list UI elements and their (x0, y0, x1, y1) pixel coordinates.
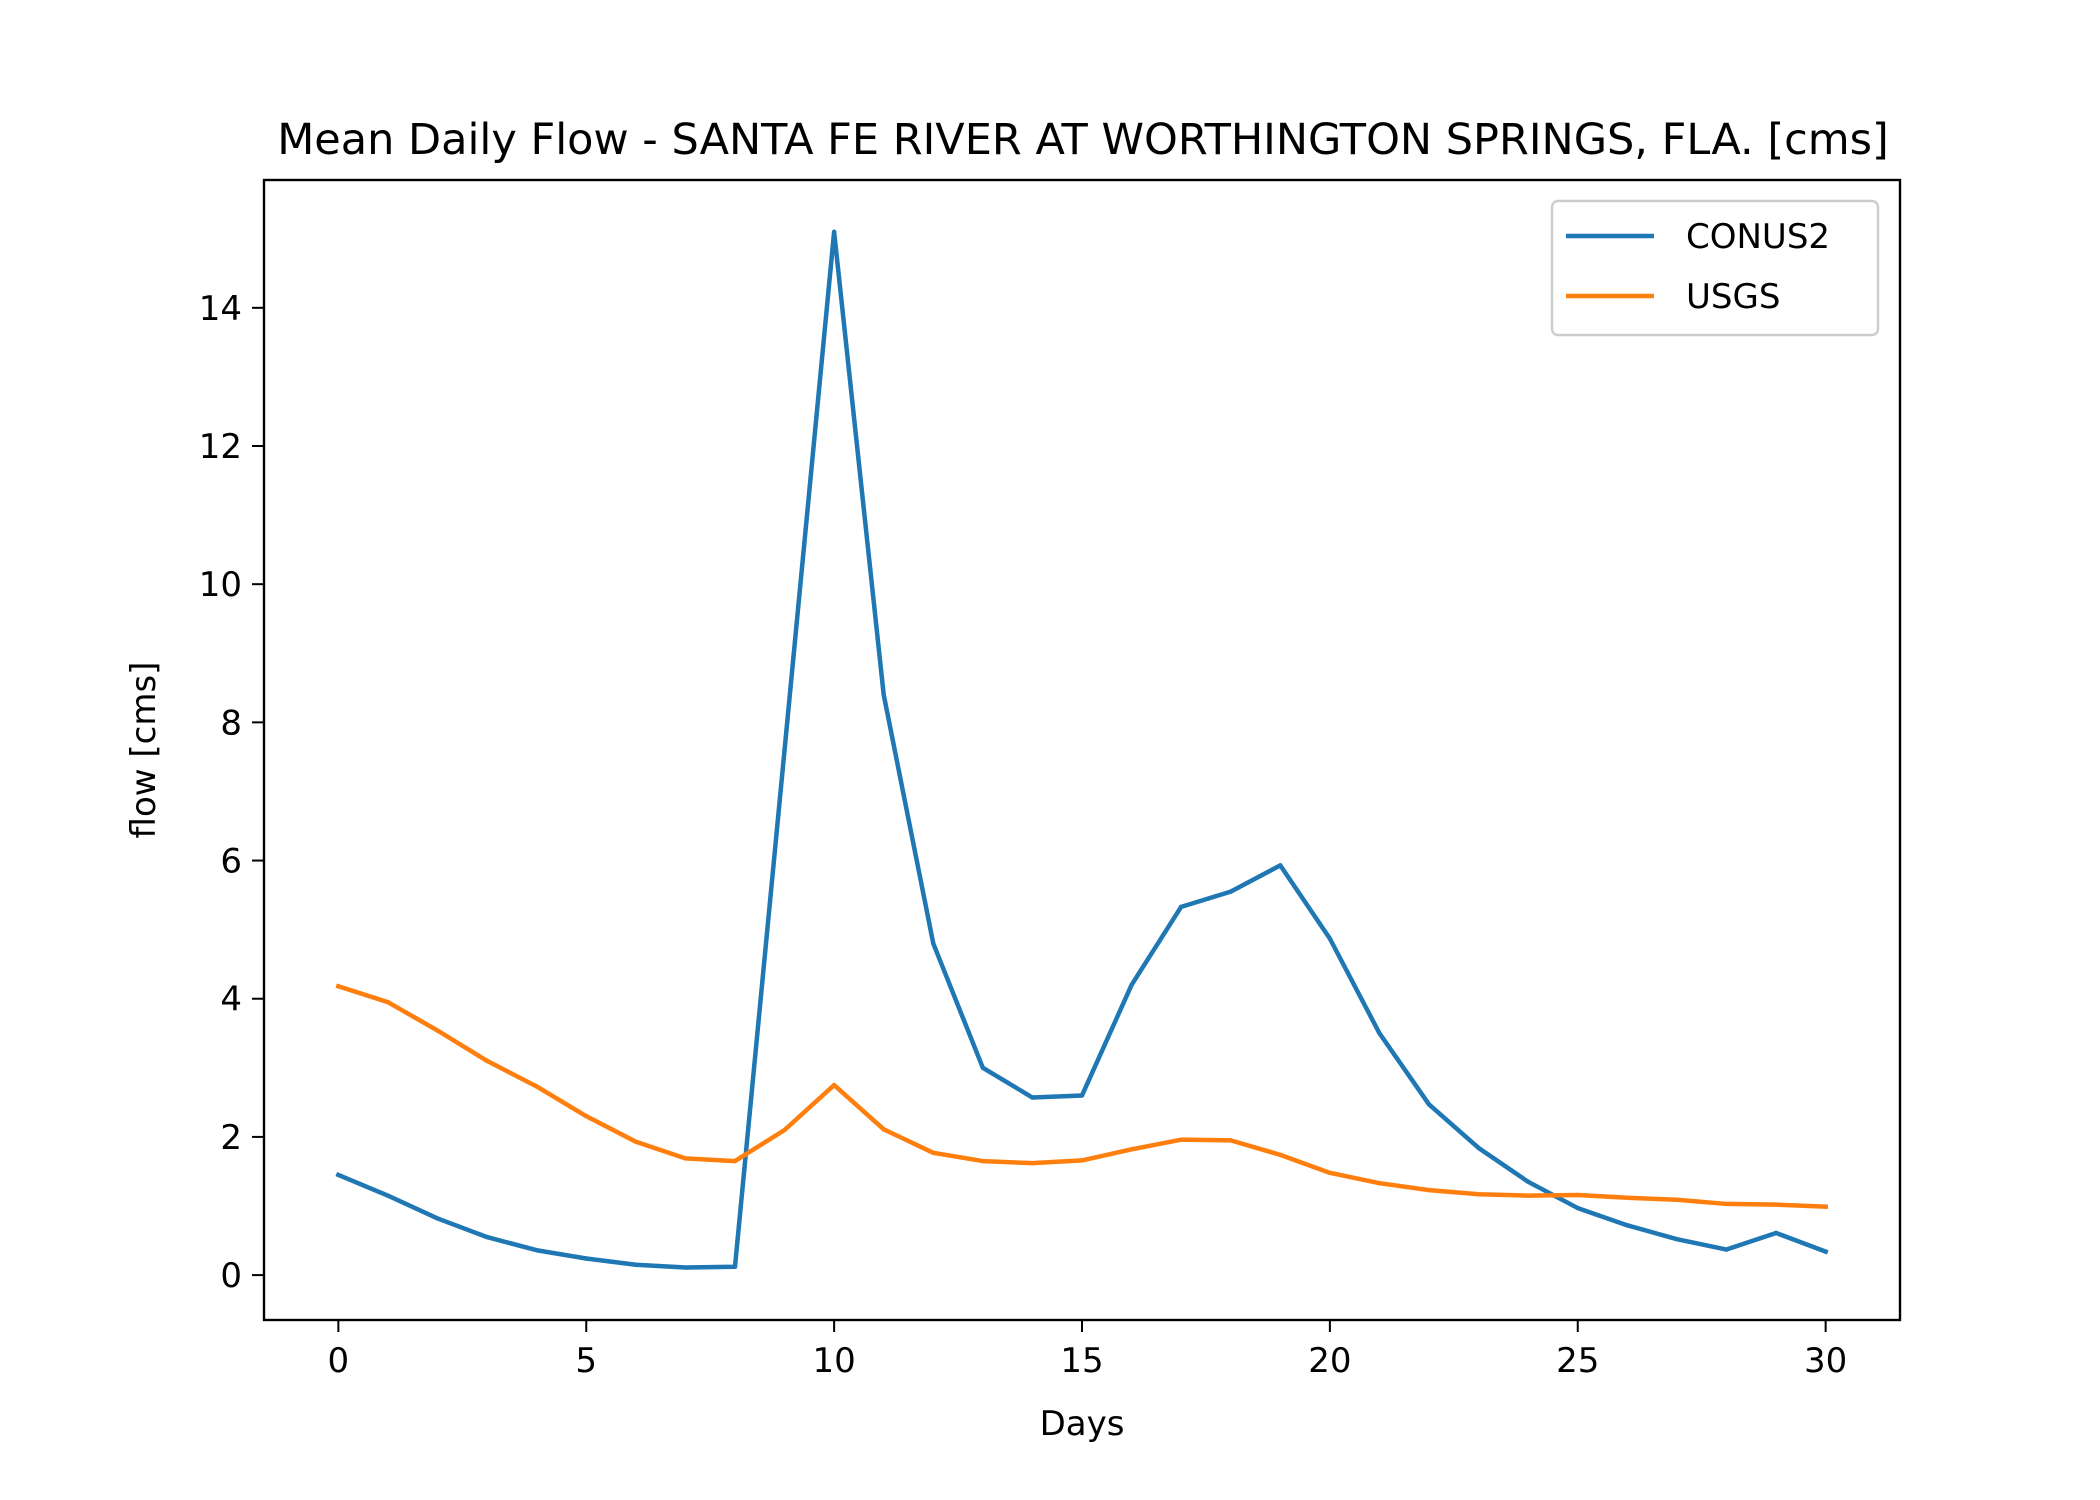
data-point-usgs (931, 1150, 936, 1156)
y-tick-label: 6 (220, 842, 242, 882)
y-tick-label: 12 (199, 427, 242, 467)
data-point-conus2 (584, 1256, 589, 1261)
y-tick-label: 4 (220, 980, 242, 1020)
data-point-conus2 (1278, 863, 1283, 868)
data-point-usgs (584, 1113, 589, 1119)
data-point-usgs (633, 1139, 639, 1144)
data-point-conus2 (385, 1193, 391, 1198)
y-tick-label: 14 (199, 289, 242, 329)
x-tick-label: 25 (1556, 1341, 1599, 1381)
data-point-conus2 (1228, 889, 1233, 894)
data-point-usgs (1327, 1170, 1333, 1176)
data-point-usgs (1525, 1193, 1531, 1198)
y-tick-label: 8 (220, 703, 242, 743)
data-point-conus2 (782, 747, 787, 753)
data-point-conus2 (831, 229, 837, 235)
legend-label-conus2: CONUS2 (1686, 217, 1830, 257)
data-point-usgs (1476, 1192, 1481, 1197)
data-point-conus2 (1178, 904, 1184, 910)
data-point-conus2 (732, 1264, 738, 1270)
x-tick-label: 30 (1804, 1341, 1847, 1381)
data-point-usgs (484, 1058, 490, 1064)
data-point-usgs (831, 1082, 837, 1088)
y-tick-label: 0 (220, 1256, 242, 1296)
x-tick-label: 10 (812, 1341, 855, 1381)
data-point-usgs (732, 1158, 738, 1164)
data-point-usgs (782, 1127, 787, 1133)
x-axis-label: Days (1040, 1404, 1125, 1444)
data-point-conus2 (1525, 1179, 1531, 1185)
data-point-usgs (1674, 1197, 1680, 1202)
legend: CONUS2 USGS (1550, 199, 1880, 337)
data-point-conus2 (1575, 1205, 1580, 1211)
data-point-conus2 (336, 1172, 341, 1178)
y-tick-label: 2 (220, 1118, 242, 1158)
x-axis: 0 5 10 15 20 25 30 (328, 1320, 1847, 1381)
data-point-conus2 (1674, 1236, 1680, 1242)
data-point-conus2 (1327, 936, 1333, 941)
chart-title: Mean Daily Flow - SANTA FE RIVER AT WORT… (277, 115, 1889, 165)
data-point-usgs (1228, 1138, 1233, 1143)
data-point-usgs (1426, 1187, 1432, 1193)
data-point-usgs (1823, 1204, 1828, 1209)
data-point-usgs (1377, 1181, 1382, 1186)
data-point-conus2 (1377, 1031, 1382, 1036)
data-point-usgs (1773, 1202, 1779, 1207)
data-point-conus2 (1823, 1249, 1828, 1254)
data-point-conus2 (1724, 1247, 1729, 1252)
data-point-conus2 (980, 1065, 986, 1071)
data-point-usgs (1575, 1192, 1580, 1198)
y-axis-label: flow [cms] (124, 662, 164, 839)
data-point-usgs (1129, 1147, 1134, 1152)
data-point-usgs (336, 984, 341, 989)
legend-label-usgs: USGS (1686, 277, 1780, 317)
data-point-conus2 (484, 1234, 490, 1240)
data-point-conus2 (633, 1262, 639, 1267)
data-point-conus2 (1426, 1102, 1432, 1107)
y-axis: 0 2 4 6 8 10 12 14 (199, 289, 264, 1296)
data-point-usgs (1724, 1201, 1729, 1207)
data-point-usgs (881, 1127, 886, 1132)
data-point-usgs (1178, 1137, 1184, 1142)
data-point-usgs (1625, 1195, 1630, 1200)
x-tick-label: 20 (1308, 1341, 1351, 1381)
data-point-conus2 (1625, 1223, 1630, 1228)
data-point-usgs (435, 1028, 440, 1033)
x-tick-label: 0 (328, 1341, 350, 1381)
data-point-usgs (534, 1084, 539, 1089)
x-tick-label: 5 (575, 1341, 597, 1381)
data-point-usgs (1030, 1160, 1035, 1166)
data-point-conus2 (1030, 1095, 1035, 1100)
data-point-conus2 (1129, 982, 1134, 988)
data-point-conus2 (683, 1265, 688, 1270)
data-point-conus2 (1079, 1093, 1085, 1098)
data-point-conus2 (1476, 1145, 1481, 1151)
plot-area (335, 229, 1829, 1270)
data-point-conus2 (435, 1216, 440, 1221)
data-point-usgs (980, 1158, 986, 1164)
data-point-usgs (1079, 1158, 1085, 1163)
y-tick-label: 10 (199, 565, 242, 605)
data-point-usgs (683, 1156, 688, 1161)
data-point-conus2 (534, 1248, 539, 1253)
x-tick-label: 15 (1060, 1341, 1103, 1381)
data-point-usgs (385, 999, 391, 1005)
data-point-conus2 (1773, 1230, 1779, 1236)
data-point-conus2 (931, 941, 936, 946)
data-point-usgs (1278, 1152, 1283, 1158)
data-point-conus2 (881, 692, 886, 697)
